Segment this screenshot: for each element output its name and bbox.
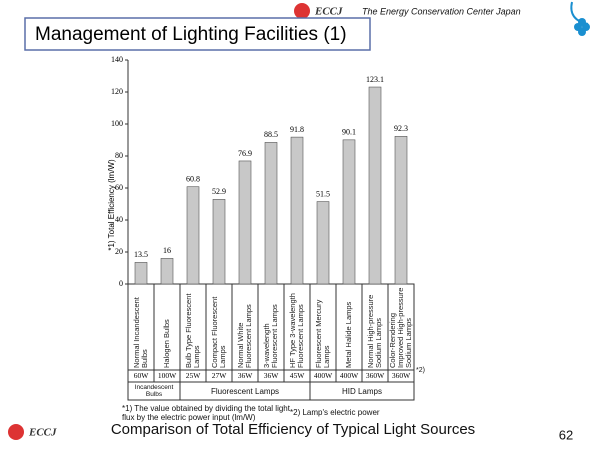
wattage: 100W (158, 371, 177, 380)
wattage: 36W (264, 371, 280, 380)
wattage: 45W (290, 371, 306, 380)
org-name: The Energy Conservation Center Japan (362, 6, 521, 16)
value-label: 76.9 (238, 149, 252, 158)
logo-icon (8, 424, 24, 440)
value-label: 90.1 (342, 128, 356, 137)
x-tick-label: Color-Rendering Improved High-pressure S… (388, 287, 413, 368)
y-tick-label: 80 (115, 151, 123, 160)
bar (394, 136, 408, 285)
y-tick-label: 40 (115, 215, 123, 224)
group-label: Fluorescent Lamps (210, 386, 280, 396)
logo: ECCJ (314, 6, 343, 18)
x-tick-label: Metal Halide Lamps (344, 301, 353, 368)
bar (264, 142, 278, 285)
caption: Comparison of Total Efficiency of Typica… (111, 421, 475, 438)
y-tick-label: 140 (111, 55, 123, 64)
value-label: 13.5 (134, 250, 148, 259)
x-tick-label: Fluorescent Mercury Lamps (314, 299, 331, 368)
bar (160, 258, 174, 285)
x-tick-label: Halogen Bulbs (162, 319, 171, 368)
logo-icon (294, 3, 310, 19)
bar (368, 86, 382, 285)
y-tick-label: 20 (115, 247, 123, 256)
value-label: 123.1 (366, 75, 384, 84)
group-label: HID Lamps (341, 386, 382, 396)
y-tick-label: 100 (111, 119, 123, 128)
value-label: 91.8 (290, 125, 304, 134)
bar (186, 186, 200, 285)
y-tick-label: 0 (119, 279, 123, 288)
note: *2) Lamp's electric power (290, 408, 380, 417)
x-tick-label: Normal Incandescent Bulbs (132, 297, 149, 368)
y-tick-label: 120 (111, 87, 123, 96)
bar (290, 136, 304, 285)
value-label: 16 (163, 246, 171, 255)
wattage: 360W (366, 371, 385, 380)
clover (574, 18, 590, 36)
x-tick-label: Normal High-pressure Sodium Lamps (366, 294, 383, 368)
bar (212, 199, 226, 285)
wattage: 25W (186, 371, 202, 380)
y-axis-label: *1) Total Efficiency (lm/W) (107, 159, 116, 251)
wattage: 360W (392, 371, 411, 380)
note: *1) The value obtained by dividing the t… (122, 404, 290, 422)
x-tick-label: Normal White Fluorescent Lamps (236, 304, 253, 368)
bar (342, 139, 356, 285)
bar (316, 201, 330, 285)
x-tick-label: HF Type 3-wavelength Fluorescent Lamps (288, 293, 305, 368)
value-label: 51.5 (316, 189, 330, 198)
wattage: 27W (212, 371, 228, 380)
x-tick-label: Bulb Type Fluorescent Lamps (184, 293, 201, 369)
page-number: 62 (559, 427, 573, 442)
wattage: 400W (340, 371, 359, 380)
title: Management of Lighting Facilities (1) (35, 24, 347, 45)
x-tick-label: 3-wavelength Fluorescent Lamps (262, 304, 279, 368)
y-tick-label: 60 (115, 183, 123, 192)
wattage-note: *2) (416, 367, 425, 374)
group-label: Incandescent Bulbs (134, 384, 174, 398)
wattage: 400W (314, 371, 333, 380)
wattage: 36W (238, 371, 254, 380)
value-label: 60.8 (186, 175, 200, 184)
title-box (24, 17, 371, 51)
bar (238, 160, 252, 285)
value-label: 88.5 (264, 130, 278, 139)
value-label: 92.3 (394, 124, 408, 133)
bar (134, 262, 148, 285)
value-label: 52.9 (212, 187, 226, 196)
x-tick-label: Compact Fluorescent Lamps (210, 296, 227, 368)
footer-logo: ECCJ (28, 427, 57, 439)
wattage: 60W (134, 371, 150, 380)
